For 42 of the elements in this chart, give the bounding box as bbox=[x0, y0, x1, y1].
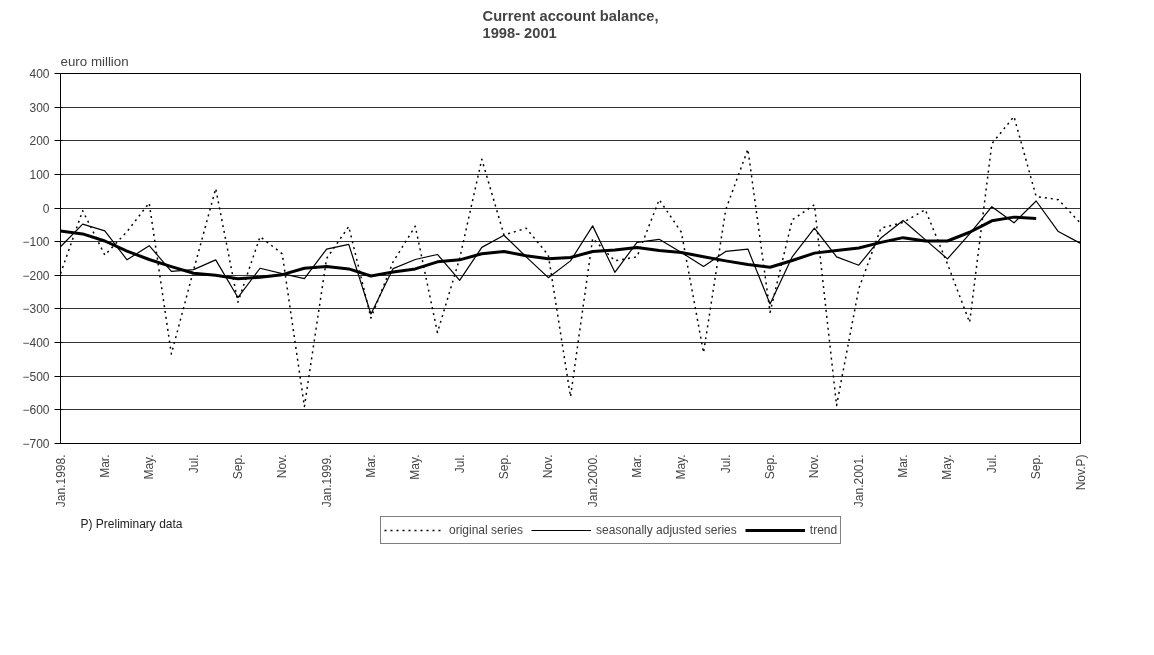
x-tick-label: Nov. bbox=[541, 454, 556, 479]
x-tick-label: Jul. bbox=[718, 454, 733, 474]
x-tick-label: Jan.2001. bbox=[851, 454, 866, 508]
x-tick-label: May. bbox=[408, 454, 423, 480]
legend-label: trend bbox=[809, 523, 838, 537]
x-tick-label: Nov. bbox=[275, 454, 290, 479]
text: P) Preliminary data bbox=[80, 516, 183, 531]
y-tick-label: −400 bbox=[22, 336, 50, 351]
x-tick-label: Jan.1999. bbox=[319, 454, 334, 508]
legend-label: original series bbox=[449, 523, 524, 537]
legend-label: seasonally adjusted series bbox=[596, 523, 737, 537]
x-tick-label: Jan.2000. bbox=[585, 454, 600, 508]
y-tick-label: −500 bbox=[22, 369, 50, 384]
x-tick-label: Mar. bbox=[896, 454, 911, 478]
y-tick-label: −600 bbox=[22, 403, 50, 418]
x-tick-label: Sep. bbox=[496, 454, 511, 480]
x-tick-label: Jul. bbox=[186, 454, 201, 474]
chart-title: Current account balance, 1998- 2001 bbox=[482, 7, 659, 42]
y-tick-label: −100 bbox=[22, 235, 50, 250]
x-tick-label: Mar. bbox=[363, 454, 378, 478]
y-tick-label: −200 bbox=[22, 268, 50, 283]
y-axis-title: euro million bbox=[60, 53, 129, 69]
y-tick-label: 400 bbox=[29, 67, 50, 81]
x-tick-label: Sep. bbox=[1029, 454, 1044, 480]
y-tick-label: −300 bbox=[22, 302, 50, 317]
y-tick-label: 100 bbox=[29, 167, 50, 182]
y-tick-label: −700 bbox=[22, 437, 50, 451]
x-tick-label: Sep. bbox=[763, 454, 778, 480]
x-tick-label: Sep. bbox=[230, 454, 245, 480]
x-tick-label: Jul. bbox=[452, 454, 467, 474]
x-tick-label: May. bbox=[940, 454, 955, 480]
x-tick-label: Nov.P) bbox=[1073, 454, 1088, 491]
x-tick-label: Mar. bbox=[630, 454, 645, 478]
y-tick-label: 0 bbox=[42, 201, 50, 216]
x-tick-label: Jul. bbox=[984, 454, 999, 474]
x-tick-label: May. bbox=[142, 454, 157, 480]
x-tick-label: Mar. bbox=[97, 454, 112, 478]
x-tick-label: Jan.1998. bbox=[53, 454, 68, 508]
x-tick-label: Nov. bbox=[807, 454, 822, 479]
y-tick-label: 200 bbox=[29, 134, 50, 149]
x-tick-label: May. bbox=[674, 454, 689, 480]
y-tick-label: 300 bbox=[29, 100, 50, 115]
